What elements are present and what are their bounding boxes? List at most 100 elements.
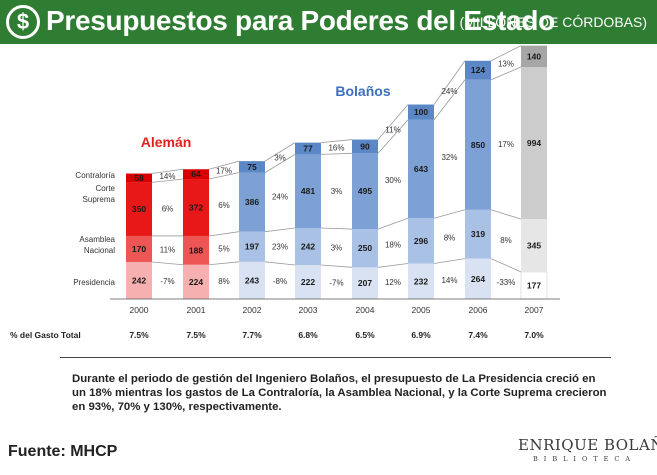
connector-line bbox=[377, 217, 409, 230]
change-label: 8% bbox=[500, 236, 512, 245]
bar-segment bbox=[126, 182, 152, 236]
row-label: Corte bbox=[95, 184, 115, 193]
bar-segment bbox=[239, 231, 265, 262]
row-label: Presidencia bbox=[73, 278, 115, 287]
data-label: 350 bbox=[132, 204, 146, 214]
bar-segment bbox=[352, 229, 378, 268]
connector-line bbox=[433, 79, 466, 121]
bar-segment bbox=[408, 119, 434, 219]
change-label: 13% bbox=[498, 59, 514, 68]
bar-segment bbox=[352, 139, 378, 154]
x-tick-label: 2004 bbox=[356, 305, 375, 315]
data-label: 75 bbox=[247, 162, 257, 172]
data-label: 386 bbox=[245, 197, 259, 207]
change-label: 6% bbox=[218, 201, 230, 210]
connector-line bbox=[151, 178, 184, 183]
data-label: 319 bbox=[471, 229, 485, 239]
period-label-aleman: Alemán bbox=[141, 134, 192, 150]
pct-value: 6.9% bbox=[411, 330, 431, 340]
connector-line bbox=[320, 264, 353, 268]
divider bbox=[60, 357, 611, 358]
connector-line bbox=[490, 258, 522, 273]
data-label: 850 bbox=[471, 140, 485, 150]
bar-segment bbox=[465, 60, 491, 80]
library-logo-subtitle: BIBLIOTECA bbox=[533, 455, 637, 463]
change-label: 11% bbox=[385, 125, 400, 134]
connector-line bbox=[433, 209, 466, 219]
data-label: 345 bbox=[527, 241, 541, 251]
data-label: 58 bbox=[134, 173, 144, 183]
data-label: 100 bbox=[414, 107, 428, 117]
library-logo: ENRIQUE BOLAÑOS bbox=[518, 436, 657, 454]
bar-segment bbox=[126, 235, 152, 262]
data-label: 296 bbox=[414, 236, 428, 246]
change-label: 17% bbox=[498, 140, 514, 149]
budget-chart: 242 170 350 58 224 188 372 64 243 197 386 75 222 242 4… bbox=[10, 45, 560, 340]
connector-line bbox=[151, 261, 184, 266]
connector-line bbox=[208, 261, 240, 266]
x-tick-label: 2002 bbox=[243, 305, 262, 315]
data-label: 242 bbox=[132, 275, 146, 285]
row-label: Contraloría bbox=[75, 171, 115, 180]
connector-line bbox=[264, 142, 296, 162]
bar-segment bbox=[352, 153, 378, 230]
data-label: 140 bbox=[527, 51, 541, 61]
bar-segment bbox=[239, 261, 265, 299]
bar-segment bbox=[521, 45, 547, 68]
data-label: 207 bbox=[358, 278, 372, 288]
bar-segment bbox=[408, 218, 434, 264]
bar-segment bbox=[295, 228, 321, 266]
x-tick-label: 2001 bbox=[187, 305, 206, 315]
data-label: 372 bbox=[189, 202, 203, 212]
row-label: Nacional bbox=[84, 246, 115, 255]
bar-segment bbox=[465, 79, 491, 210]
bar-segment bbox=[352, 267, 378, 299]
change-label: 30% bbox=[385, 176, 401, 185]
change-label: -7% bbox=[160, 277, 174, 286]
connector-line bbox=[490, 66, 522, 81]
data-label: 243 bbox=[245, 275, 259, 285]
connector-line bbox=[433, 258, 466, 264]
connector-line bbox=[151, 168, 184, 174]
data-label: 90 bbox=[360, 141, 370, 151]
connector-line bbox=[264, 227, 296, 233]
data-label: 197 bbox=[245, 242, 259, 252]
change-label: 5% bbox=[218, 245, 230, 254]
data-label: 232 bbox=[414, 276, 428, 286]
pct-value: 6.8% bbox=[298, 330, 318, 340]
period-label-bolanos: Bolaños bbox=[335, 83, 390, 99]
x-tick-label: 2007 bbox=[525, 305, 544, 315]
change-label: 3% bbox=[331, 243, 343, 252]
x-tick-label: 2005 bbox=[412, 305, 431, 315]
connector-line bbox=[490, 209, 522, 220]
pct-value: 7.5% bbox=[186, 330, 206, 340]
connector-line bbox=[208, 231, 240, 237]
connector-line bbox=[433, 60, 466, 105]
data-label: 250 bbox=[358, 243, 372, 253]
bar-segment bbox=[239, 161, 265, 173]
pct-value: 7.4% bbox=[468, 330, 488, 340]
connector-line bbox=[320, 152, 353, 155]
title-banner: $ Presupuestos para Poderes del Estado (… bbox=[0, 0, 657, 44]
x-tick-label: 2000 bbox=[130, 305, 149, 315]
change-label: 14% bbox=[441, 276, 457, 285]
connector-line bbox=[208, 172, 240, 180]
connector-line bbox=[208, 160, 240, 170]
bar-segment bbox=[183, 235, 209, 265]
bar-segment bbox=[520, 271, 548, 300]
connector-line bbox=[264, 154, 296, 173]
data-label: 264 bbox=[471, 274, 485, 284]
chart-title: Presupuestos para Poderes del Estado bbox=[46, 5, 555, 36]
row-label: Asamblea bbox=[79, 235, 115, 244]
bar-segment bbox=[183, 169, 209, 180]
data-label: 177 bbox=[527, 280, 541, 290]
footnote: Durante el periodo de gestión del Ingeni… bbox=[72, 373, 607, 413]
connector-line bbox=[377, 104, 409, 140]
data-label: 994 bbox=[527, 138, 541, 148]
change-label: -7% bbox=[329, 279, 343, 288]
bar-segment bbox=[126, 173, 152, 183]
bar-segment bbox=[295, 265, 321, 299]
data-label: 481 bbox=[301, 186, 315, 196]
change-label: 11% bbox=[160, 246, 175, 255]
bar-segment bbox=[408, 263, 434, 299]
